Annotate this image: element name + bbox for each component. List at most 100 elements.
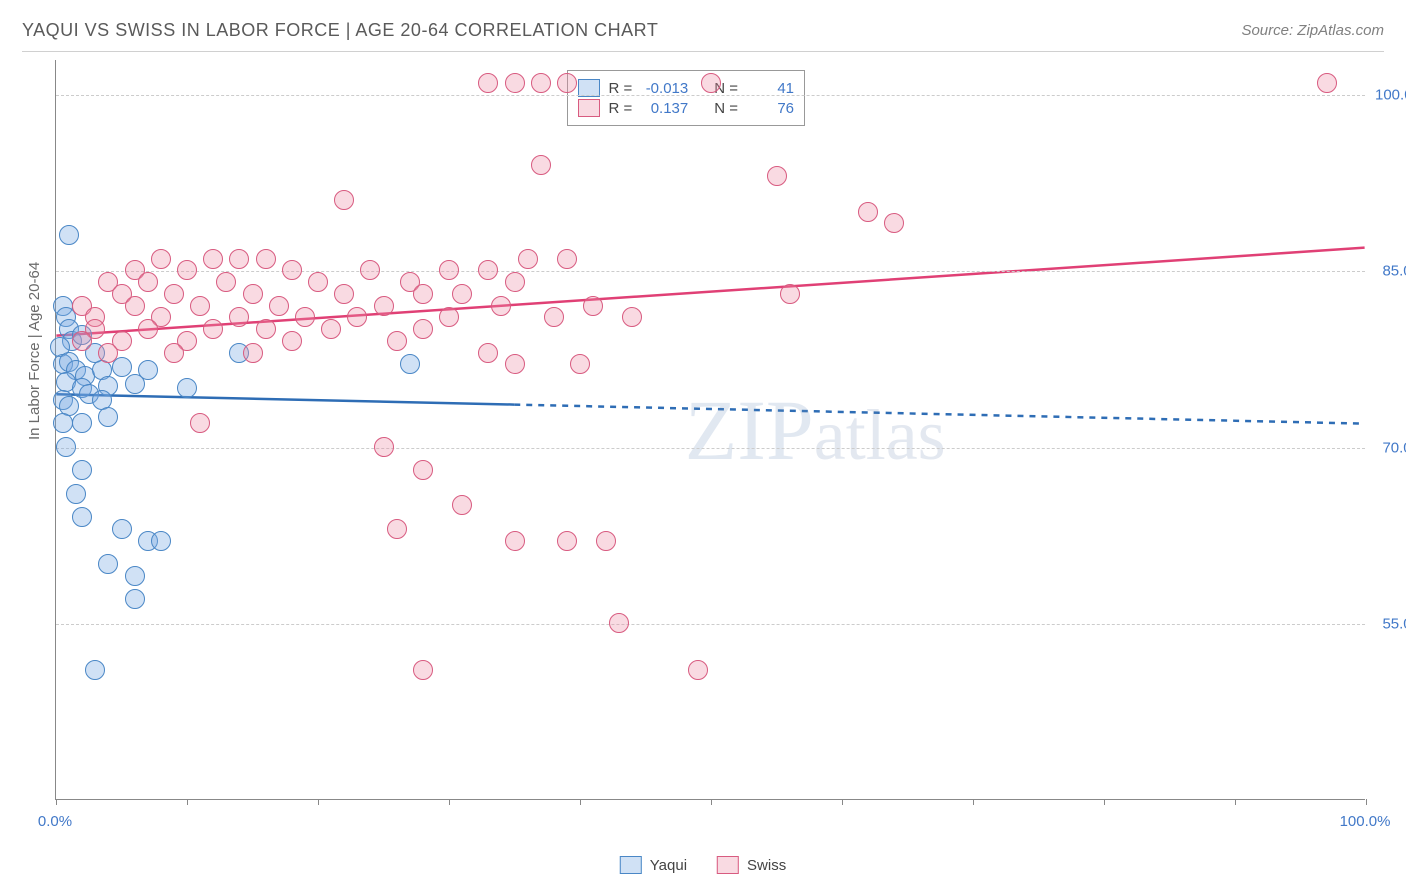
data-point: [72, 507, 92, 527]
data-point: [531, 73, 551, 93]
data-point: [452, 495, 472, 515]
data-point: [295, 307, 315, 327]
gridline: [56, 271, 1365, 272]
gridline: [56, 624, 1365, 625]
x-tick: [1235, 799, 1236, 805]
chart-header: YAQUI VS SWISS IN LABOR FORCE | AGE 20-6…: [22, 20, 1384, 52]
data-point: [505, 272, 525, 292]
data-point: [413, 460, 433, 480]
data-point: [85, 660, 105, 680]
data-point: [282, 260, 302, 280]
trendline: [56, 394, 514, 404]
data-point: [53, 413, 73, 433]
data-point: [767, 166, 787, 186]
data-point: [884, 213, 904, 233]
data-point: [491, 296, 511, 316]
data-point: [518, 249, 538, 269]
series-legend: Yaqui Swiss: [620, 856, 786, 874]
data-point: [177, 260, 197, 280]
data-point: [256, 249, 276, 269]
data-point: [505, 73, 525, 93]
data-point: [72, 413, 92, 433]
data-point: [374, 296, 394, 316]
data-point: [138, 272, 158, 292]
x-tick: [449, 799, 450, 805]
data-point: [229, 307, 249, 327]
data-point: [609, 613, 629, 633]
data-point: [360, 260, 380, 280]
gridline: [56, 448, 1365, 449]
x-tick-label: 100.0%: [1340, 813, 1391, 830]
trendline-dashed: [514, 405, 1364, 424]
data-point: [439, 260, 459, 280]
data-point: [387, 331, 407, 351]
y-tick-label: 70.0%: [1375, 439, 1406, 456]
data-point: [98, 343, 118, 363]
data-point: [544, 307, 564, 327]
x-tick: [842, 799, 843, 805]
x-tick: [56, 799, 57, 805]
data-point: [308, 272, 328, 292]
x-tick-label: 0.0%: [38, 813, 72, 830]
data-point: [72, 331, 92, 351]
data-point: [780, 284, 800, 304]
scatter-plot-area: R = -0.013 N = 41 R = 0.137 N = 76 ZIPat…: [55, 60, 1365, 800]
square-icon: [578, 99, 600, 117]
data-point: [243, 284, 263, 304]
data-point: [347, 307, 367, 327]
data-point: [858, 202, 878, 222]
data-point: [374, 437, 394, 457]
data-point: [334, 190, 354, 210]
square-icon: [620, 856, 642, 874]
data-point: [164, 343, 184, 363]
data-point: [688, 660, 708, 680]
y-tick-label: 85.0%: [1375, 263, 1406, 280]
data-point: [151, 249, 171, 269]
data-point: [203, 319, 223, 339]
data-point: [66, 484, 86, 504]
data-point: [531, 155, 551, 175]
data-point: [177, 378, 197, 398]
y-axis-label: In Labor Force | Age 20-64: [26, 262, 43, 440]
data-point: [98, 407, 118, 427]
data-point: [701, 73, 721, 93]
data-point: [138, 319, 158, 339]
y-tick-label: 100.0%: [1375, 87, 1406, 104]
legend-item-swiss: Swiss: [717, 856, 786, 874]
correlation-legend: R = -0.013 N = 41 R = 0.137 N = 76: [567, 70, 805, 126]
data-point: [505, 354, 525, 374]
x-tick: [711, 799, 712, 805]
data-point: [98, 554, 118, 574]
data-point: [478, 73, 498, 93]
y-tick-label: 55.0%: [1375, 615, 1406, 632]
data-point: [72, 460, 92, 480]
data-point: [413, 660, 433, 680]
data-point: [321, 319, 341, 339]
data-point: [1317, 73, 1337, 93]
square-icon: [717, 856, 739, 874]
data-point: [557, 531, 577, 551]
data-point: [229, 249, 249, 269]
gridline: [56, 95, 1365, 96]
x-tick: [1366, 799, 1367, 805]
data-point: [59, 225, 79, 245]
x-tick: [580, 799, 581, 805]
data-point: [334, 284, 354, 304]
data-point: [203, 249, 223, 269]
data-point: [413, 284, 433, 304]
data-point: [452, 284, 472, 304]
data-point: [190, 413, 210, 433]
data-point: [125, 589, 145, 609]
data-point: [164, 284, 184, 304]
data-point: [583, 296, 603, 316]
data-point: [505, 531, 525, 551]
data-point: [151, 531, 171, 551]
x-tick: [1104, 799, 1105, 805]
data-point: [56, 437, 76, 457]
data-point: [622, 307, 642, 327]
data-point: [216, 272, 236, 292]
data-point: [125, 566, 145, 586]
data-point: [413, 319, 433, 339]
data-point: [387, 519, 407, 539]
data-point: [112, 519, 132, 539]
